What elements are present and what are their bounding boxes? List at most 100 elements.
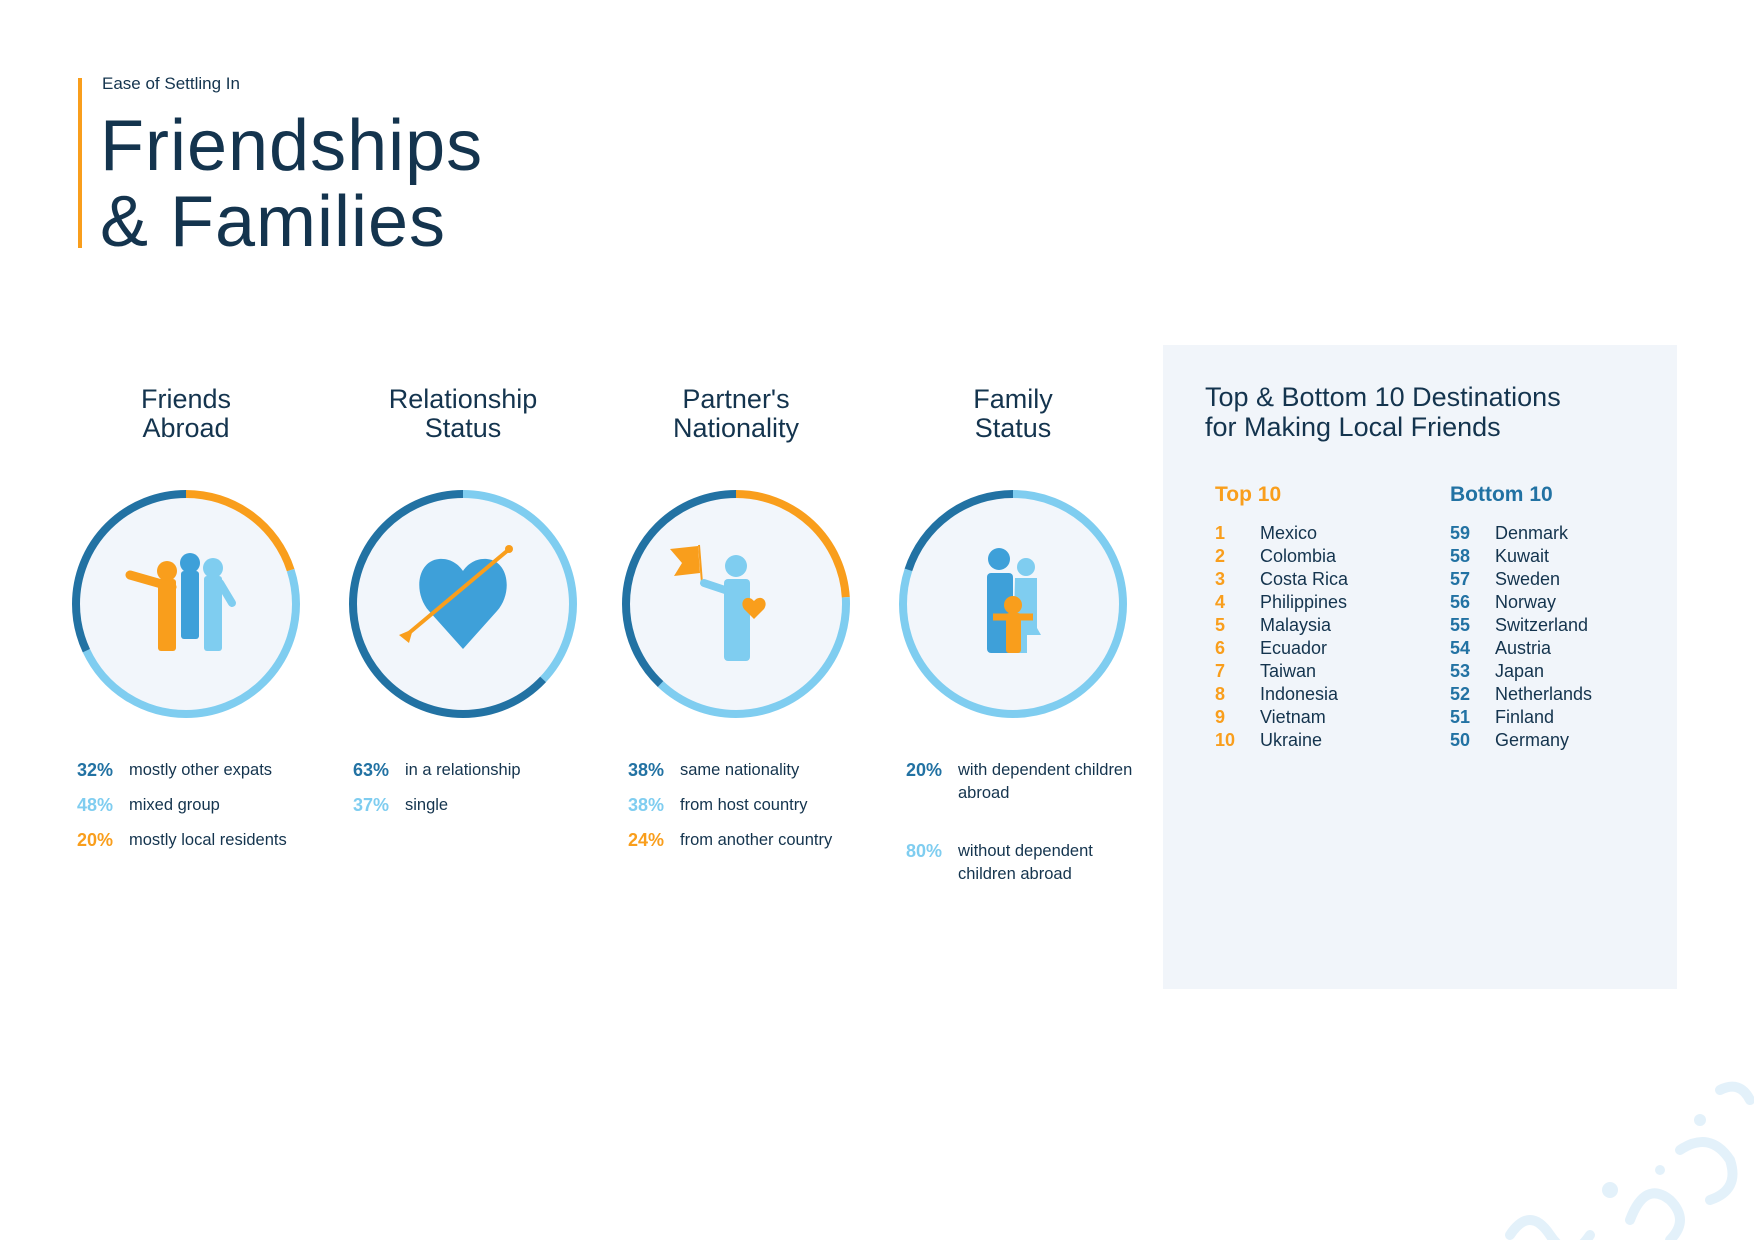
destination-rank: 3 (1215, 569, 1226, 589)
destination-name: Denmark (1495, 523, 1569, 543)
legend-row: 37% single (353, 795, 593, 830)
destinations-title-line2: for Making Local Friends (1205, 412, 1501, 442)
legend-percent: 80% (906, 841, 943, 861)
donut-segment-dark (899, 490, 1127, 718)
destination-rank: 2 (1215, 546, 1226, 566)
section-title-line1: Family (973, 384, 1053, 414)
destinations-title: Top & Bottom 10 Destinations for Making … (1205, 382, 1561, 442)
family-icon (987, 548, 1041, 653)
destination-row: 3 Costa Rica (1215, 569, 1415, 592)
destination-rank: 56 (1450, 592, 1471, 612)
section-title: Family Status (893, 385, 1133, 443)
section-title-line2: Abroad (142, 413, 230, 443)
destination-name: Switzerland (1495, 615, 1589, 635)
destination-rank: 58 (1450, 546, 1471, 566)
legend-percent: 38% (628, 795, 665, 815)
legend-percent: 24% (628, 830, 665, 850)
section-title: Friends Abroad (66, 385, 306, 443)
destination-rank: 7 (1215, 661, 1226, 681)
destination-rank: 4 (1215, 592, 1226, 612)
legend-label: mostly other expats (129, 761, 273, 779)
destination-name: Indonesia (1260, 684, 1339, 704)
section-title-line1: Friends (140, 384, 232, 414)
legend-row: 20% mostly local residents (77, 830, 317, 865)
donut-chart (610, 478, 862, 730)
destination-rank: 57 (1450, 569, 1471, 589)
destination-rank: 1 (1215, 523, 1226, 543)
section-title-line2: Status (974, 413, 1052, 443)
destination-name: Taiwan (1260, 661, 1317, 681)
top10-heading: Top 10 (1215, 483, 1282, 506)
legend-label: in a relationship (405, 761, 521, 779)
donut-chart (337, 478, 589, 730)
destination-name: Ecuador (1260, 638, 1328, 658)
destination-rank: 5 (1215, 615, 1226, 635)
destination-name: Norway (1495, 592, 1557, 612)
page-title-line1: Friendships (100, 106, 484, 186)
destination-rank: 9 (1215, 707, 1226, 727)
destination-row: 57 Sweden (1450, 569, 1650, 592)
friends-group-icon (125, 553, 236, 651)
section-title: Relationship Status (343, 385, 583, 443)
legend-label: without dependent children abroad (958, 842, 1093, 883)
legend-percent: 32% (77, 760, 114, 780)
destination-name: Germany (1495, 730, 1570, 750)
destination-rank: 10 (1215, 730, 1236, 750)
legend-row: 38% same nationality (628, 760, 868, 795)
legend: 20% with dependent children abroad 80% with… (906, 760, 1146, 922)
destination-row: 53 Japan (1450, 661, 1650, 684)
section-kicker: Ease of Settling In (102, 74, 240, 93)
legend-label: from another country (680, 831, 833, 849)
donut-chart (887, 478, 1139, 730)
donut-chart (60, 478, 312, 730)
destination-row: 2 Colombia (1215, 546, 1415, 569)
destination-rank: 8 (1215, 684, 1226, 704)
destination-row: 59 Denmark (1450, 523, 1650, 546)
accent-bar (78, 78, 82, 248)
donut-segment-dark (622, 490, 850, 718)
destination-name: Sweden (1495, 569, 1561, 589)
bottom10-list: 59 Denmark 58 Kuwait 57 Sweden 56 Norway 55 Switz… (1450, 523, 1650, 753)
legend-row: 24% from another country (628, 830, 868, 865)
section-title: Partner's Nationality (616, 385, 856, 443)
donut-segment-light (622, 490, 850, 718)
destination-name: Colombia (1260, 546, 1337, 566)
person-flag-icon (670, 544, 766, 661)
legend-row: 20% with dependent children abroad (906, 760, 1146, 841)
destination-row: 8 Indonesia (1215, 684, 1415, 707)
destination-name: Malaysia (1260, 615, 1332, 635)
legend-percent: 20% (77, 830, 114, 850)
section-title-line2: Nationality (672, 413, 800, 443)
destination-row: 58 Kuwait (1450, 546, 1650, 569)
legend-label: with dependent children abroad (958, 761, 1133, 802)
destination-name: Vietnam (1260, 707, 1326, 727)
destination-row: 5 Malaysia (1215, 615, 1415, 638)
legend: 38% same nationality 38% from host country 2… (628, 760, 868, 865)
legend-label: from host country (680, 796, 808, 814)
legend-label: mostly local residents (129, 831, 287, 849)
section-title-line1: Relationship (388, 384, 538, 414)
legend: 63% in a relationship 37% single (353, 760, 593, 830)
destination-name: Mexico (1260, 523, 1318, 543)
legend-label: single (405, 796, 449, 814)
destination-rank: 54 (1450, 638, 1471, 658)
destination-rank: 51 (1450, 707, 1471, 727)
destination-name: Netherlands (1495, 684, 1593, 704)
legend-percent: 63% (353, 760, 390, 780)
destination-row: 10 Ukraine (1215, 730, 1415, 753)
destination-name: Ukraine (1260, 730, 1323, 750)
destination-row: 54 Austria (1450, 638, 1650, 661)
destination-rank: 50 (1450, 730, 1471, 750)
destination-row: 1 Mexico (1215, 523, 1415, 546)
destination-name: Costa Rica (1260, 569, 1349, 589)
destinations-panel: Top & Bottom 10 Destinations for Making … (1163, 345, 1677, 989)
section-title-line1: Partner's (682, 384, 790, 414)
legend-label: same nationality (680, 761, 800, 779)
donut-segment-dark (349, 490, 577, 718)
destination-rank: 6 (1215, 638, 1226, 658)
legend-percent: 48% (77, 795, 114, 815)
destination-row: 56 Norway (1450, 592, 1650, 615)
legend-row: 63% in a relationship (353, 760, 593, 795)
bottom10-heading: Bottom 10 (1450, 483, 1553, 506)
destination-rank: 59 (1450, 523, 1471, 543)
